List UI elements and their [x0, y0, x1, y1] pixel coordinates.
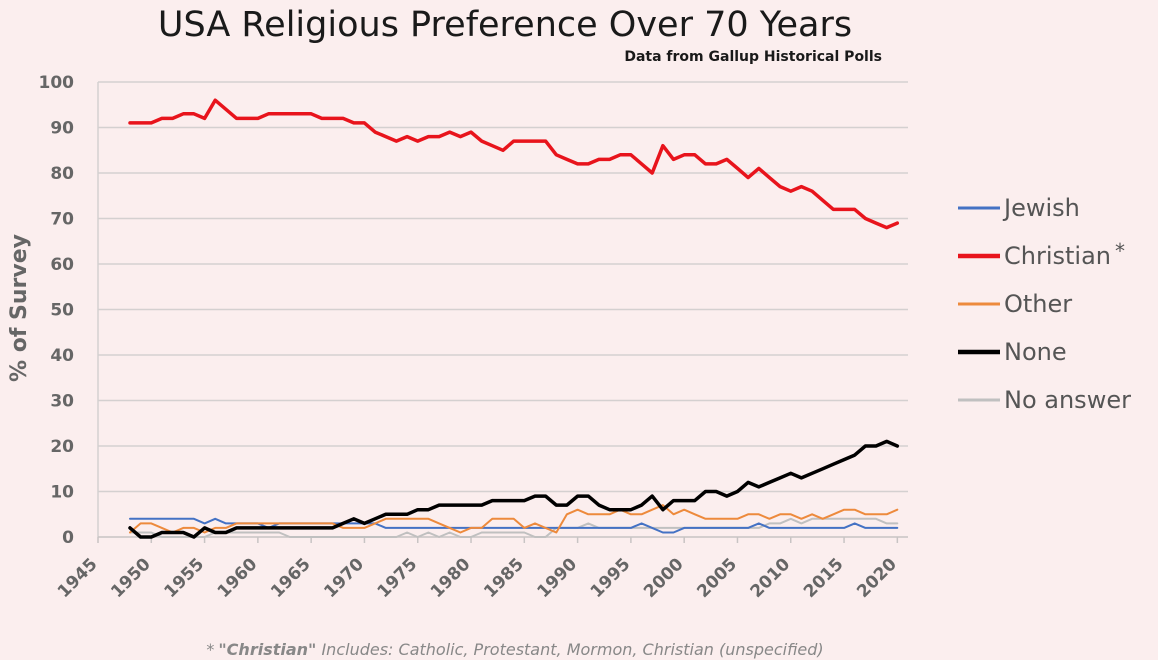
x-tick-label-2010: 2010 — [747, 554, 795, 602]
x-axis-ticks: 1945 1950 1955 1960 1965 1970 1975 1980 1985 1990… — [54, 537, 901, 602]
x-tick-label-2020: 2020 — [853, 554, 901, 602]
x-tick-label-1965: 1965 — [267, 554, 315, 602]
chart-subtitle: Data from Gallup Historical Polls — [624, 49, 882, 65]
series-line-christian — [128, 98, 900, 230]
series-group — [128, 98, 900, 539]
x-tick-label-1950: 1950 — [107, 554, 155, 602]
legend: Jewish Christian * Other None No answer — [958, 194, 1131, 414]
x-tick-label-2015: 2015 — [800, 554, 848, 602]
grid-lines — [97, 81, 908, 538]
y-tick-label-80: 80 — [50, 164, 74, 184]
y-axis-label: % of Survey — [7, 234, 32, 382]
footnote-bold: "Christian" — [218, 640, 316, 659]
legend-label-other: Other — [1004, 290, 1072, 318]
legend-label-jewish: Jewish — [1002, 194, 1080, 222]
legend-label-no-answer: No answer — [1004, 386, 1131, 414]
legend-label-christian: Christian * — [1004, 239, 1125, 270]
x-tick-label-2005: 2005 — [693, 554, 741, 602]
y-tick-label-100: 100 — [39, 73, 75, 93]
y-tick-label-90: 90 — [50, 119, 74, 139]
y-tick-label-70: 70 — [50, 210, 74, 230]
x-tick-label-2000: 2000 — [640, 554, 688, 602]
footnote-marker: * — [206, 640, 214, 659]
x-tick-label-1945: 1945 — [54, 554, 102, 602]
y-tick-label-40: 40 — [50, 346, 74, 366]
x-tick-label-1955: 1955 — [161, 554, 209, 602]
footnote-text: Includes: Catholic, Protestant, Mormon, … — [316, 640, 823, 659]
x-tick-label-1970: 1970 — [320, 554, 368, 602]
chart-title: USA Religious Preference Over 70 Years — [158, 5, 852, 45]
legend-marker-christian: * — [1115, 239, 1125, 263]
series-line-other — [129, 504, 899, 534]
footnote: * "Christian" Includes: Catholic, Protest… — [206, 640, 823, 659]
x-tick-label-1975: 1975 — [374, 554, 422, 602]
series-line-jewish — [129, 517, 899, 534]
y-tick-label-60: 60 — [50, 255, 74, 275]
series-line-no-answer — [129, 517, 899, 538]
series-line-none — [128, 439, 900, 539]
x-tick-label-1985: 1985 — [480, 554, 528, 602]
y-tick-label-0: 0 — [62, 528, 74, 548]
x-tick-label-1995: 1995 — [587, 554, 635, 602]
y-tick-label-20: 20 — [50, 437, 74, 457]
x-tick-label-1990: 1990 — [534, 554, 582, 602]
y-axis-ticks: 0 10 20 30 40 50 60 70 80 90 100 — [39, 73, 75, 548]
y-tick-label-50: 50 — [50, 301, 74, 321]
y-tick-label-10: 10 — [50, 483, 74, 503]
x-tick-label-1960: 1960 — [214, 554, 262, 602]
x-tick-label-1980: 1980 — [427, 554, 475, 602]
y-tick-label-30: 30 — [50, 392, 74, 412]
legend-label-none: None — [1004, 338, 1067, 366]
